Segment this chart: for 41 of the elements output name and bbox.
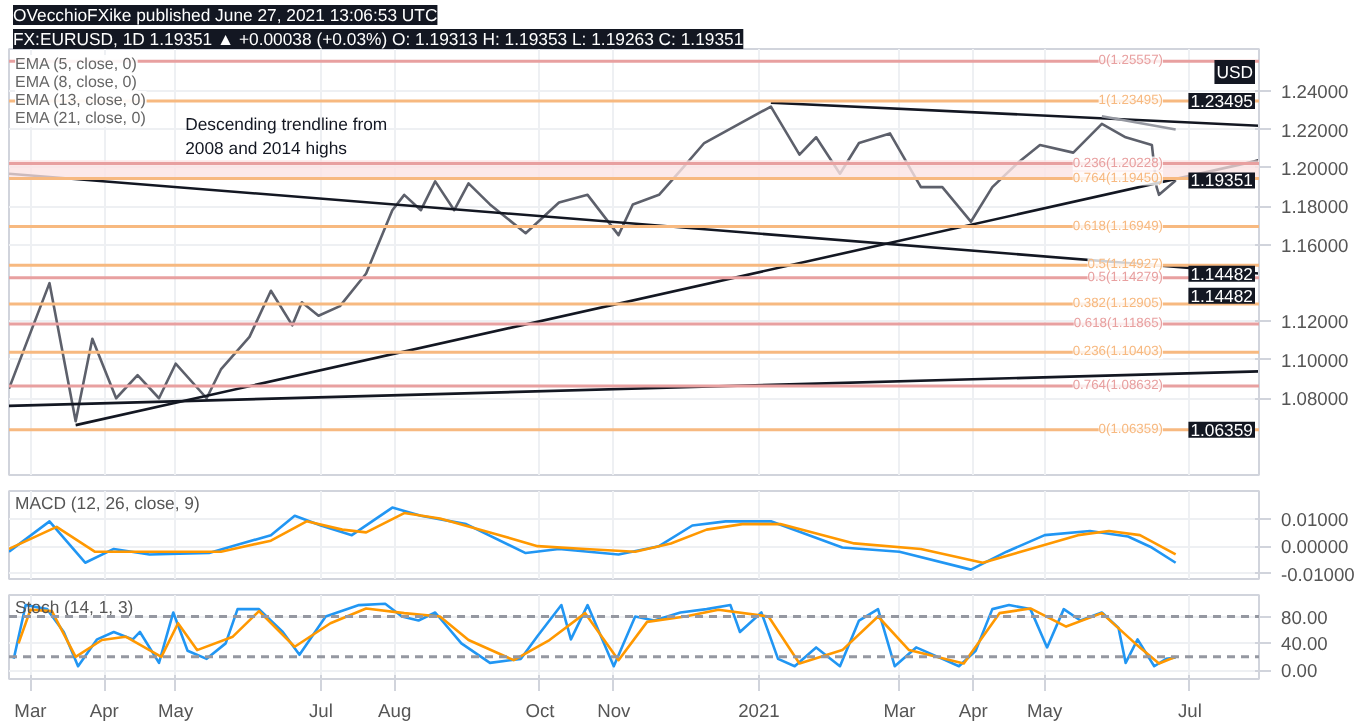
y-tick-label: 1.08000 (1281, 389, 1349, 410)
annotation: Descending trendline from 2008 and 2014 highs (185, 114, 388, 159)
x-tick-label: May (1027, 701, 1064, 721)
y-tick-label: 80.00 (1281, 607, 1328, 628)
y-tick-label: 0.00 (1281, 661, 1318, 682)
y-tick-label: 0.00000 (1281, 537, 1349, 558)
chart-title: MACD (12, 26, close, 9) (15, 493, 200, 513)
x-tick-label: 2021 (738, 701, 780, 721)
x-tick-label: Oct (525, 701, 556, 721)
y-tick-label: 40.00 (1281, 634, 1328, 655)
y-tick-label: 1.24000 (1281, 82, 1349, 103)
y-tick-label: 1.22000 (1281, 120, 1349, 141)
x-tick-label: Jul (308, 701, 333, 721)
y-tick-label: 1.10000 (1281, 350, 1349, 371)
annotation: EMA (13, close, 0) (15, 91, 147, 109)
y-tick-label: 1.12000 (1281, 312, 1349, 333)
chart-title: OVecchioFXike published June 27, 2021 13:06:53 UTC (13, 5, 438, 25)
y-tick-label: 1.16000 (1281, 235, 1349, 256)
annotation: 1.23495 (1190, 90, 1254, 111)
x-tick-label: Apr (958, 701, 988, 721)
x-tick-label: Aug (378, 701, 412, 721)
annotation: USD (1216, 62, 1254, 83)
annotation: EMA (21, close, 0) (15, 109, 147, 127)
x-tick-label: Apr (89, 701, 119, 721)
y-tick-label: -0.01000 (1281, 564, 1355, 585)
annotation: EMA (5, close, 0) (15, 55, 138, 73)
annotation: 1.14482 (1190, 263, 1254, 284)
annotation: EMA (8, close, 0) (15, 73, 138, 91)
y-tick-label: 1.18000 (1281, 197, 1349, 218)
x-tick-label: Mar (883, 701, 916, 721)
x-tick-label: Nov (597, 701, 632, 721)
line-series (9, 105, 1177, 423)
x-tick-label: Mar (14, 701, 47, 721)
y-tick-label: 0.01000 (1281, 509, 1349, 530)
annotation: 1.14482 (1190, 285, 1254, 306)
x-tick-label: Jul (1178, 701, 1202, 721)
x-tick-label: May (158, 701, 194, 721)
chart-subtitle: FX:EURUSD, 1D 1.19351 ▲ +0.00038 (+0.03%) O: 1.19313 H: 1.19353 L: 1.19263 C: 1.19351 (13, 29, 744, 49)
y-tick-label: 1.20000 (1281, 158, 1349, 179)
annotation: 1.06359 (1190, 419, 1254, 440)
annotation: 1.19351 (1190, 170, 1254, 191)
